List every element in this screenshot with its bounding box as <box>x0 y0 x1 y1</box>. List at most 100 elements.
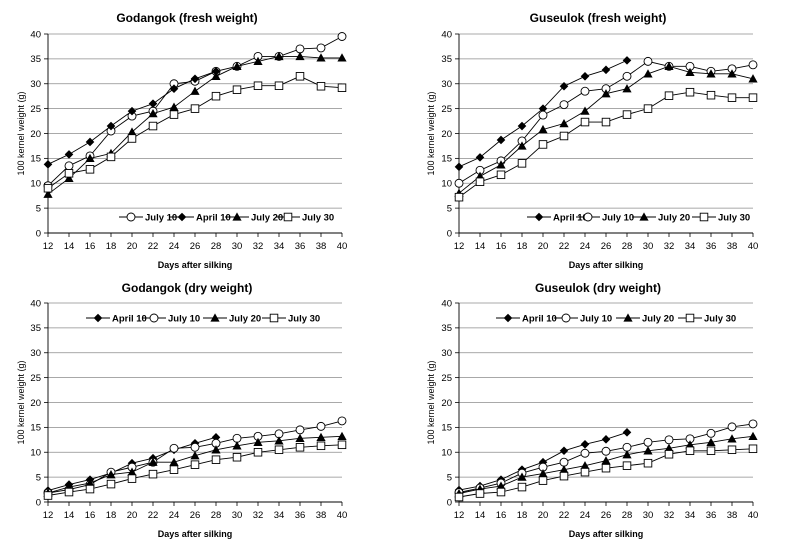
data-point-july-20 <box>232 441 242 450</box>
data-point-july-20 <box>538 124 548 134</box>
data-point-july-30 <box>127 474 137 483</box>
series-july-20 <box>43 51 347 198</box>
y-tick-label: 20 <box>30 129 41 140</box>
x-tick-label: 38 <box>316 241 327 252</box>
data-point-july-30 <box>211 91 221 101</box>
data-point-july-30 <box>274 81 284 90</box>
data-point-april-10 <box>127 106 137 116</box>
data-point-july-30 <box>190 460 200 469</box>
data-point-july-20 <box>295 51 305 61</box>
data-point-july-20 <box>622 84 632 93</box>
x-tick-label: 12 <box>43 241 54 252</box>
data-point-july-30 <box>643 458 653 468</box>
data-point-july-30 <box>706 90 716 100</box>
data-point-july-20 <box>622 450 632 459</box>
y-axis-label: 100 kernel weight (g) <box>16 91 26 175</box>
data-point-july-30 <box>622 110 632 119</box>
legend-marker-july-30 <box>269 313 279 323</box>
legend-label: July 20 <box>229 314 261 325</box>
x-tick-label: 26 <box>601 510 612 521</box>
legend-label: April 10 <box>522 314 557 325</box>
x-tick-label: 18 <box>517 241 528 252</box>
chart-title: Guseulok (fresh weight) <box>530 11 667 25</box>
data-point-july-20 <box>253 437 263 446</box>
x-tick-label: 24 <box>169 241 180 252</box>
x-tick-label: 40 <box>337 241 348 252</box>
data-point-july-10 <box>337 32 347 41</box>
x-tick-label: 18 <box>517 510 528 521</box>
data-point-july-20 <box>496 160 506 169</box>
data-point-july-30 <box>601 463 611 473</box>
legend-marker-july-30 <box>699 212 709 222</box>
y-tick-label: 0 <box>447 497 452 508</box>
data-point-july-10 <box>538 110 548 120</box>
data-point-july-30 <box>538 476 548 485</box>
x-tick-label: 22 <box>148 510 159 521</box>
data-point-july-10 <box>622 71 632 81</box>
x-axis-label: Days after silking <box>569 260 644 270</box>
x-tick-label: 18 <box>106 241 117 252</box>
y-tick-label: 30 <box>441 348 452 359</box>
data-point-july-20 <box>127 127 137 136</box>
x-tick-label: 34 <box>274 510 285 521</box>
data-point-april-10 <box>64 150 74 159</box>
data-point-july-30 <box>85 165 95 174</box>
data-point-july-30 <box>559 471 569 481</box>
data-point-july-30 <box>685 87 695 97</box>
x-tick-label: 36 <box>706 241 717 252</box>
data-point-july-30 <box>295 72 305 81</box>
data-point-july-30 <box>295 443 305 452</box>
data-point-july-30 <box>727 93 737 102</box>
data-point-july-20 <box>274 51 284 61</box>
x-tick-label: 28 <box>211 241 222 252</box>
legend-marker-july-10 <box>126 212 136 222</box>
legend-label: April 10 <box>112 314 147 325</box>
data-point-july-30 <box>43 491 53 500</box>
x-tick-label: 34 <box>685 510 696 521</box>
data-point-july-10 <box>580 448 590 458</box>
data-point-july-20 <box>664 443 674 452</box>
data-point-july-30 <box>190 104 200 113</box>
legend-marker-july-10 <box>149 313 159 323</box>
data-point-july-20 <box>190 86 200 95</box>
y-tick-label: 35 <box>30 54 41 65</box>
data-point-july-30 <box>517 159 527 168</box>
data-point-july-20 <box>295 433 305 442</box>
y-tick-label: 35 <box>441 323 452 334</box>
data-point-july-20 <box>748 74 758 83</box>
y-tick-label: 20 <box>441 129 452 140</box>
x-tick-label: 14 <box>64 510 75 521</box>
data-point-july-20 <box>43 189 53 198</box>
legend-label: July 10 <box>145 213 177 224</box>
data-point-july-30 <box>253 448 263 457</box>
data-point-july-20 <box>169 102 179 111</box>
y-tick-label: 40 <box>441 298 452 309</box>
data-point-july-10 <box>64 161 74 171</box>
series-line-july-30 <box>458 91 753 198</box>
data-point-july-10 <box>316 421 326 431</box>
data-point-july-20 <box>85 153 95 163</box>
data-point-april-10 <box>538 457 548 467</box>
x-tick-label: 14 <box>64 241 75 252</box>
data-point-july-10 <box>748 419 758 429</box>
y-tick-label: 5 <box>447 203 452 214</box>
data-point-july-20 <box>748 431 758 441</box>
data-point-july-30 <box>454 192 464 202</box>
y-axis-label: 100 kernel weight (g) <box>16 360 26 444</box>
y-tick-label: 0 <box>36 228 41 239</box>
data-point-july-20 <box>685 440 695 449</box>
y-tick-label: 10 <box>30 179 41 190</box>
data-point-july-10 <box>664 435 674 445</box>
legend-label: July 30 <box>704 314 736 325</box>
data-point-july-20 <box>169 457 179 466</box>
x-tick-label: 30 <box>232 241 243 252</box>
data-point-april-10 <box>148 99 158 108</box>
legend-marker-july-20 <box>623 313 633 322</box>
series-july-30 <box>43 72 347 193</box>
data-point-july-10 <box>295 44 305 54</box>
y-tick-label: 10 <box>441 179 452 190</box>
x-tick-label: 38 <box>727 510 738 521</box>
legend-label: July 20 <box>642 314 674 325</box>
series-april-10 <box>454 56 632 172</box>
data-point-july-20 <box>253 56 263 66</box>
